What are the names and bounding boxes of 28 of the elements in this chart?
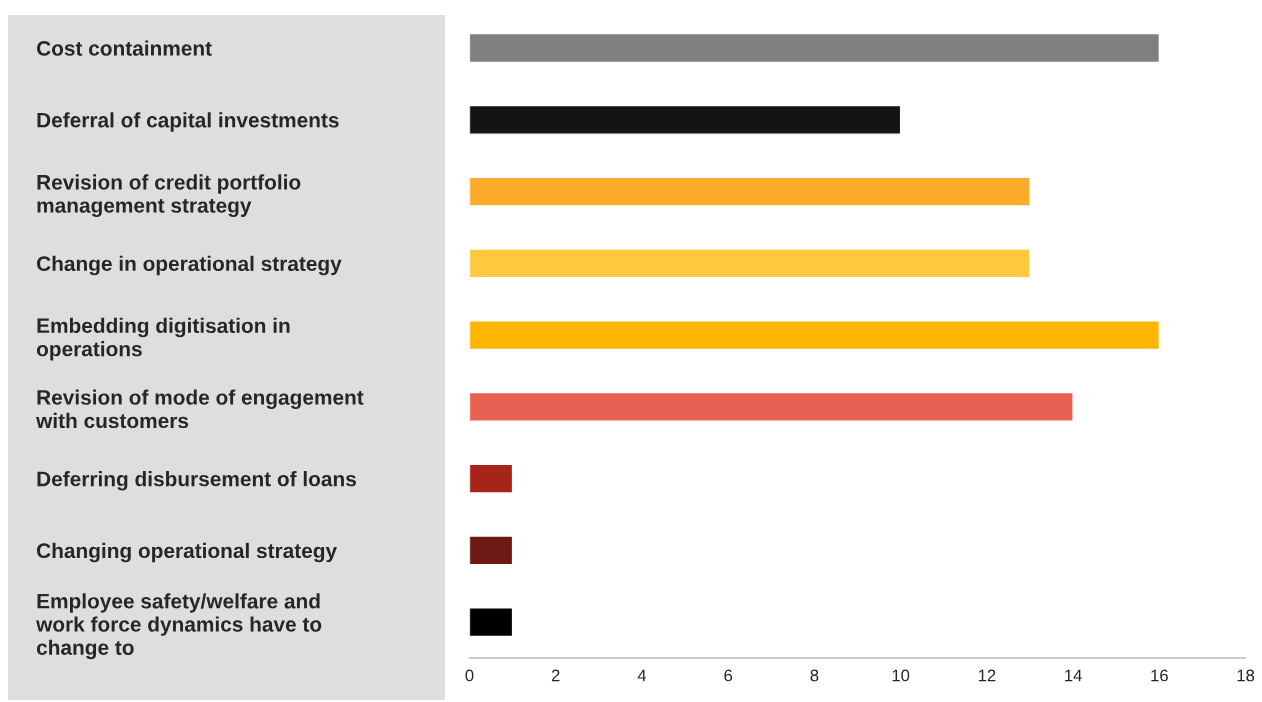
bar <box>469 607 514 638</box>
y-tick-label: Change in operational strategy <box>36 255 342 276</box>
bar <box>469 463 514 494</box>
x-tick-label: 14 <box>1065 669 1082 682</box>
x-tick-label: 12 <box>978 669 996 682</box>
x-tick-label: 4 <box>637 669 647 682</box>
bar <box>469 248 1031 279</box>
y-tick-label: Deferral of capital investments <box>37 112 339 132</box>
y-tick-label: Cost containment <box>36 40 212 56</box>
bar <box>469 391 1074 422</box>
y-tick-label: Changing operational strategy <box>36 542 337 563</box>
y-tick-label: Embedding digitisation in operations <box>36 317 290 361</box>
y-tick-label: Revision of credit portfolio management strategy <box>37 174 301 218</box>
x-tick-label: 8 <box>810 669 819 682</box>
y-tick-label: Deferring disbursement of loans <box>37 471 356 491</box>
bar <box>469 176 1031 207</box>
bar <box>469 32 1161 64</box>
bar <box>469 104 902 135</box>
bar <box>469 320 1161 351</box>
y-tick-label: Employee safety/welfare and work force dynamics have to change to <box>36 593 322 660</box>
x-tick-label: 2 <box>551 669 560 682</box>
y-tick-label: Revision of mode of engagement with customers <box>36 389 364 429</box>
x-tick-label: 10 <box>892 669 910 682</box>
x-tick-label: 16 <box>1151 669 1168 682</box>
bar <box>469 535 514 566</box>
x-tick-label: 18 <box>1237 669 1255 682</box>
x-tick-label: 6 <box>724 669 733 682</box>
x-tick-label: 0 <box>465 669 474 682</box>
